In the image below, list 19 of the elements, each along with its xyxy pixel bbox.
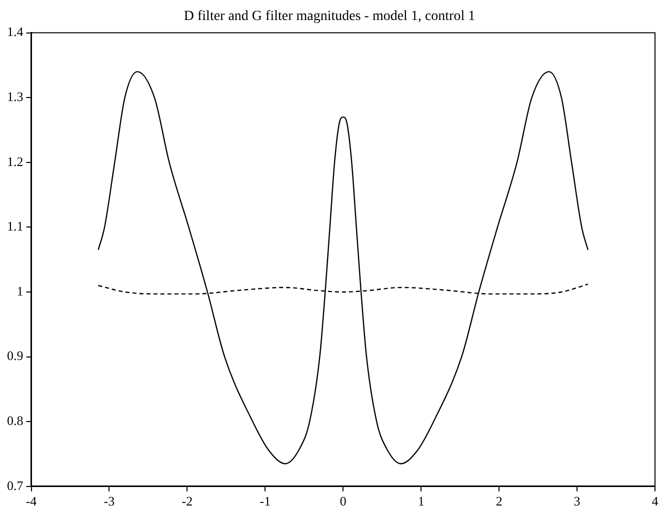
x-tick-label: -4 xyxy=(26,494,38,509)
x-tick-label: 3 xyxy=(574,494,580,509)
line-series xyxy=(98,71,589,464)
x-tick-label: 2 xyxy=(496,494,502,509)
y-tick-label: 1.2 xyxy=(7,154,24,169)
x-tick-label: -2 xyxy=(182,494,193,509)
y-tick-label: 0.7 xyxy=(7,478,24,493)
y-tick-label: 0.9 xyxy=(7,348,24,364)
y-tick-label: 1.1 xyxy=(7,218,24,234)
y-tick-label: 0.8 xyxy=(7,413,24,428)
x-tick-label: 0 xyxy=(340,494,346,509)
chart-title: D filter and G filter magnitudes - model 1, control 1 xyxy=(184,9,476,24)
x-tick-label: 1 xyxy=(418,494,424,509)
y-tick-label: 1.4 xyxy=(7,24,24,40)
x-tick-label: -1 xyxy=(260,494,271,509)
y-tick-label: 1.3 xyxy=(7,89,24,104)
x-tick-label: -3 xyxy=(104,494,115,509)
y-tick-label: 1 xyxy=(16,283,24,298)
x-tick-label: 4 xyxy=(652,494,659,509)
